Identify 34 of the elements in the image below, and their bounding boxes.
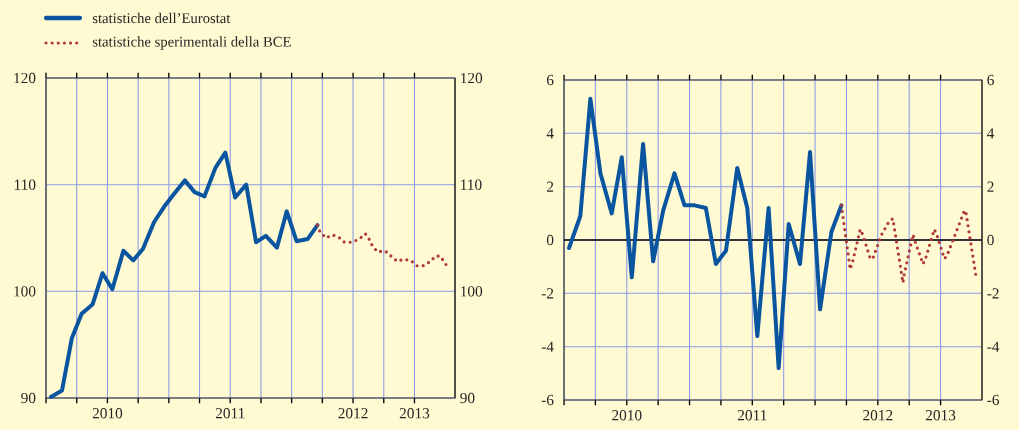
y-tick-label: 100 <box>14 286 36 297</box>
y2-tick-label: 2 <box>987 181 994 192</box>
x-tick-label: 2012 <box>863 410 893 421</box>
legend-label: statistiche dell’Eurostat <box>92 12 231 24</box>
x-tick-label: 2012 <box>338 408 368 419</box>
y2-tick-label: 4 <box>987 128 995 139</box>
y2-tick-label: 6 <box>987 74 994 86</box>
y2-tick-label: -2 <box>987 288 999 299</box>
y2-tick-label: 90 <box>460 392 475 404</box>
y-tick-label: 90 <box>21 392 36 404</box>
y-tick-label: -6 <box>541 394 554 406</box>
y2-tick-label: -6 <box>987 394 1000 406</box>
y-tick-label: 120 <box>14 72 36 84</box>
y-tick-label: -2 <box>541 288 554 299</box>
y-tick-label: 2 <box>546 181 554 192</box>
y2-tick-label: 100 <box>461 286 483 297</box>
legend-label: statistiche sperimentali della BCE <box>92 36 291 50</box>
y2-tick-label: 0 <box>987 234 994 246</box>
y-tick-label: 4 <box>546 128 554 139</box>
line-series <box>48 150 320 399</box>
y2-tick-label: 120 <box>461 72 483 84</box>
line-series <box>567 96 844 370</box>
x-tick-label: 2010 <box>612 410 642 421</box>
x-tick-label: 2010 <box>92 408 123 419</box>
x-tick-label: 2013 <box>925 410 956 421</box>
y-tick-label: 110 <box>14 179 36 190</box>
x-tick-label: 2013 <box>399 408 430 419</box>
y2-tick-label: -4 <box>987 341 1000 352</box>
y-tick-label: 0 <box>546 234 554 246</box>
x-tick-label: 2011 <box>215 408 245 419</box>
y-tick-label: -4 <box>541 341 554 352</box>
y2-tick-label: 110 <box>461 179 482 190</box>
y-tick-label: 6 <box>546 74 554 86</box>
x-tick-label: 2011 <box>737 410 767 421</box>
